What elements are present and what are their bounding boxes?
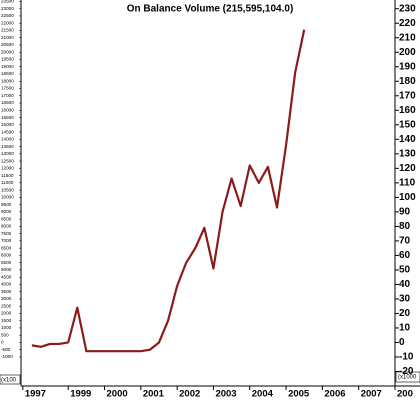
y-tick-label: 0 bbox=[399, 337, 405, 348]
y2-tick-label: 7000 bbox=[1, 238, 12, 243]
y-tick-label: -10 bbox=[399, 352, 414, 363]
y2-tick-label: 20500 bbox=[1, 42, 14, 47]
y2-tick-label: 500 bbox=[1, 332, 9, 337]
y2-tick-label: 3500 bbox=[1, 289, 12, 294]
y2-tick-label: 1500 bbox=[1, 318, 12, 323]
y2-tick-label: 3000 bbox=[1, 296, 12, 301]
y2-tick-label: 4500 bbox=[1, 274, 12, 279]
y2-tick-label: 22500 bbox=[1, 13, 14, 18]
y2-tick-label: 18500 bbox=[1, 71, 14, 76]
y2-tick-label: 10000 bbox=[1, 195, 14, 200]
y-unit: (x1000 bbox=[398, 375, 417, 381]
y-tick-label: 160 bbox=[399, 105, 416, 116]
y2-tick-label: 4000 bbox=[1, 282, 12, 287]
y2-tick-label: 6500 bbox=[1, 245, 12, 250]
y-tick-label: 90 bbox=[399, 207, 411, 218]
x-tick-label: 2006 bbox=[324, 389, 345, 400]
y-tick-label: 130 bbox=[399, 148, 416, 159]
y-tick-label: 50 bbox=[399, 265, 411, 276]
chart-title: On Balance Volume (215,595,104.0) bbox=[127, 4, 294, 15]
y2-tick-label: 2500 bbox=[1, 303, 12, 308]
y2-tick-label: 14500 bbox=[1, 129, 14, 134]
y-tick-label: 200 bbox=[399, 47, 416, 58]
x-tick-label: 2002 bbox=[179, 389, 200, 400]
y2-tick-label: 9000 bbox=[1, 209, 12, 214]
y2-tick-label: 12500 bbox=[1, 158, 14, 163]
x-tick-label: 2007 bbox=[361, 389, 382, 400]
y2-tick-label: -1000 bbox=[1, 354, 13, 359]
unit-box bbox=[0, 374, 21, 385]
y2-tick-label: 13500 bbox=[1, 144, 14, 149]
y2-tick-label: 12000 bbox=[1, 166, 14, 171]
y2-tick-label: 16500 bbox=[1, 100, 14, 105]
y2-tick-label: 6000 bbox=[1, 253, 12, 258]
y2-tick-label: 14000 bbox=[1, 137, 14, 142]
y2-tick-label: 10500 bbox=[1, 187, 14, 192]
x-tick-label: 2004 bbox=[252, 389, 274, 400]
y2-tick-label: 23500 bbox=[1, 0, 14, 4]
y2-tick-label: 21000 bbox=[1, 35, 14, 40]
y-tick-label: 60 bbox=[399, 250, 411, 261]
y2-tick-label: 11000 bbox=[1, 180, 14, 185]
y-tick-label: 140 bbox=[399, 134, 416, 145]
x-tick-label: 1997 bbox=[25, 389, 46, 400]
y2-tick-label: 13000 bbox=[1, 151, 14, 156]
y-tick-label: 120 bbox=[399, 163, 416, 174]
y-tick-label: 20 bbox=[399, 308, 411, 319]
y2-tick-label: 22000 bbox=[1, 20, 14, 25]
y2-tick-label: 11500 bbox=[1, 173, 14, 178]
unit-box bbox=[395, 371, 420, 383]
y2-tick-label: 8000 bbox=[1, 224, 12, 229]
y2-tick-label: 17000 bbox=[1, 93, 14, 98]
data-line bbox=[31, 29, 306, 353]
y2-tick-label: 8500 bbox=[1, 216, 12, 221]
y-tick-label: -20 bbox=[399, 366, 414, 377]
y2-tick-label: 7500 bbox=[1, 231, 12, 236]
y2-tick-label: -500 bbox=[1, 347, 11, 352]
y2-tick-label: 15000 bbox=[1, 122, 14, 127]
x-tick-label: 2005 bbox=[288, 389, 310, 400]
y2-tick-label: 23000 bbox=[1, 6, 14, 11]
y-tick-label: 100 bbox=[399, 192, 416, 203]
x-tick-label: 2001 bbox=[143, 389, 165, 400]
y-tick-label: 70 bbox=[399, 236, 411, 247]
x-tick-label: 2000 bbox=[107, 389, 128, 400]
y2-tick-label: 16000 bbox=[1, 108, 14, 113]
y-tick-label: 110 bbox=[399, 177, 416, 188]
x-tick-label: 200 bbox=[397, 389, 413, 400]
x-tick-label: 2003 bbox=[215, 389, 236, 400]
y-tick-label: 40 bbox=[399, 279, 411, 290]
y2-tick-label: 15500 bbox=[1, 115, 14, 120]
y-tick-label: 150 bbox=[399, 119, 416, 130]
y-tick-label: 190 bbox=[399, 61, 416, 72]
y-tick-label: 220 bbox=[399, 18, 416, 29]
y2-tick-label: 9500 bbox=[1, 202, 12, 207]
y2-tick-label: 5500 bbox=[1, 260, 12, 265]
x-tick-label: 1999 bbox=[70, 389, 91, 400]
y2-tick-label: 2000 bbox=[1, 311, 12, 316]
y2-tick-label: 18000 bbox=[1, 78, 14, 83]
y2-tick-label: 0 bbox=[1, 340, 4, 345]
y-tick-label: 30 bbox=[399, 294, 411, 305]
y2-tick-label: 20000 bbox=[1, 49, 14, 54]
y2-tick-label: 21500 bbox=[1, 28, 14, 33]
y-tick-label: 80 bbox=[399, 221, 411, 232]
y-tick-label: 170 bbox=[399, 90, 416, 101]
y2-tick-label: 17500 bbox=[1, 86, 14, 91]
y-tick-label: 210 bbox=[399, 32, 416, 43]
y2-tick-label: 5000 bbox=[1, 267, 12, 272]
y-tick-label: 230 bbox=[399, 3, 416, 14]
y2-unit: (x100 bbox=[1, 378, 17, 384]
y-tick-label: 180 bbox=[399, 76, 416, 87]
y2-tick-label: 19500 bbox=[1, 57, 14, 62]
y2-tick-label: 1000 bbox=[1, 325, 12, 330]
y2-tick-label: 19000 bbox=[1, 64, 14, 69]
y-tick-label: 10 bbox=[399, 323, 411, 334]
